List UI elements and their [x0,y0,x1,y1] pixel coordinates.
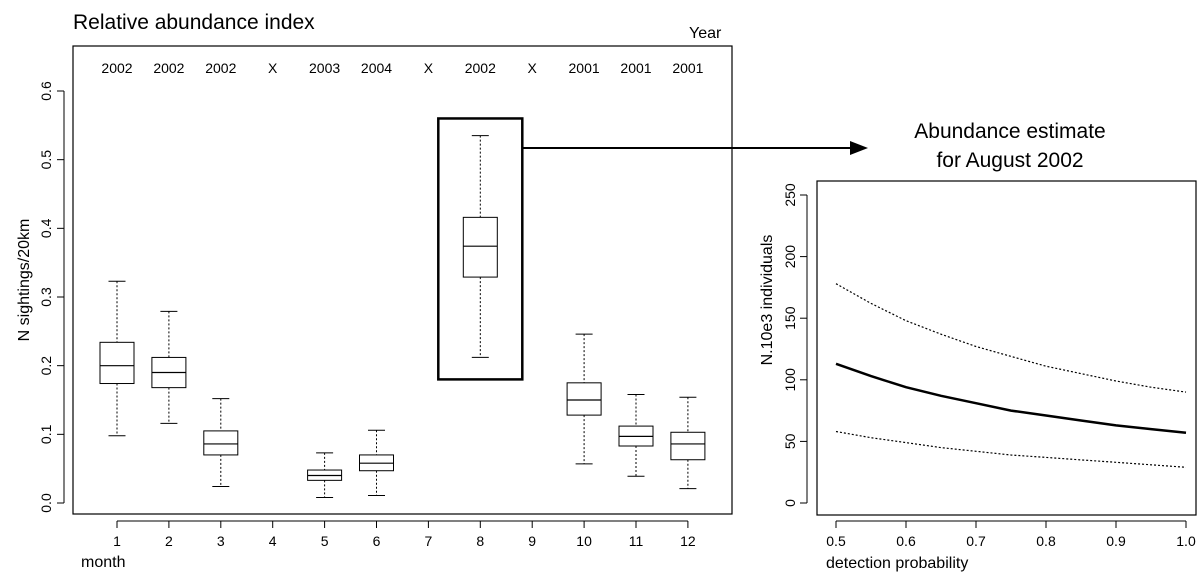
left-x-tick-label: 7 [425,533,433,549]
right-y-tick-label: 150 [782,306,798,330]
left-x-tick-label: 3 [217,533,225,549]
year-label: 2001 [672,60,703,76]
box-month-8 [462,135,498,358]
top-axis-label: Year [689,25,722,42]
right-plot-frame [816,180,1197,516]
box-month-6 [359,429,394,496]
year-label: 2003 [309,60,340,76]
year-label: 2002 [153,60,184,76]
year-label: 2004 [361,60,392,76]
iqr-box [462,216,498,278]
right-y-axis: 0 50 100 150 200 250 [782,183,808,507]
right-x-tick-label: 0.9 [1106,533,1126,549]
left-x-tick-label: 8 [476,533,484,549]
box-month-5 [307,452,343,499]
left-y-tick-label: 0.2 [38,356,54,376]
iqr-box [203,430,239,456]
year-label: 2002 [465,60,496,76]
iqr-box [99,341,135,385]
right-panel: Abundance estimate for August 2002 detec… [759,120,1197,572]
boxes [99,135,706,499]
year-label: X [268,60,278,76]
box-month-11 [618,394,654,477]
left-plot-frame [72,45,733,515]
left-y-tick-label: 0.0 [38,493,54,513]
left-x-tick-label: 4 [269,533,277,549]
lower-bound-line [835,430,1187,468]
left-y-tick-label: 0.4 [38,218,54,238]
left-panel: Relative abundance index Year month N si… [16,11,868,571]
left-y-tick-label: 0.3 [38,287,54,307]
right-x-tick-label: 0.6 [896,533,916,549]
right-x-axis: 0.5 0.6 0.7 0.8 0.9 1.0 [826,520,1196,549]
year-label: 2001 [569,60,600,76]
lines [835,283,1187,468]
left-x-tick-label: 2 [165,533,173,549]
iqr-box [670,431,706,461]
right-x-tick-label: 0.7 [966,533,986,549]
right-y-axis-label: N.10e3 individuals [759,235,776,366]
right-y-tick-label: 50 [782,433,798,449]
year-label: X [528,60,538,76]
left-x-axis-label: month [81,554,125,571]
left-x-tick-label: 1 [113,533,121,549]
right-x-tick-label: 1.0 [1176,533,1196,549]
right-x-tick-label: 0.5 [826,533,846,549]
box-month-3 [203,398,239,488]
box-month-1 [99,280,135,437]
right-x-tick-label: 0.8 [1036,533,1056,549]
year-label: X [424,60,434,76]
left-y-tick-label: 0.5 [38,150,54,170]
year-label: 2001 [620,60,651,76]
highlight-box-month-8 [437,117,524,381]
right-chart-title-line1: Abundance estimate [914,120,1105,143]
box-month-12 [670,396,706,490]
left-chart-title: Relative abundance index [73,11,315,34]
upper-bound-line [835,283,1187,393]
right-y-tick-label: 0 [782,499,798,507]
box-month-10 [566,333,602,465]
left-y-tick-label: 0.6 [38,81,54,101]
right-y-tick-label: 250 [782,183,798,207]
left-x-tick-label: 10 [576,533,592,549]
right-y-tick-label: 100 [782,368,798,392]
iqr-box [566,382,602,416]
left-y-tick-label: 0.1 [38,424,54,444]
left-y-axis-label: N sightings/20km [16,219,33,342]
left-x-tick-label: 9 [528,533,536,549]
right-x-axis-label: detection probability [826,555,968,572]
box-month-2 [151,310,187,424]
left-x-tick-label: 12 [680,533,696,549]
arrow-head [850,141,868,155]
left-x-tick-label: 11 [629,533,644,549]
left-y-axis: 0.0 0.1 0.2 0.3 0.4 0.5 0.6 [38,81,65,513]
right-chart-title-line2: for August 2002 [936,149,1083,172]
year-label: 2002 [205,60,236,76]
left-x-axis: 1 2 3 4 5 6 7 8 9 10 11 12 [113,520,696,549]
left-x-tick-label: 6 [373,533,381,549]
estimate-line [835,362,1187,435]
year-labels: 2002 2002 2002 X 2003 2004 X 2002 X 2001 2001 2001 [101,60,703,76]
right-y-tick-label: 200 [782,245,798,269]
left-x-tick-label: 5 [321,533,329,549]
year-label: 2002 [101,60,132,76]
